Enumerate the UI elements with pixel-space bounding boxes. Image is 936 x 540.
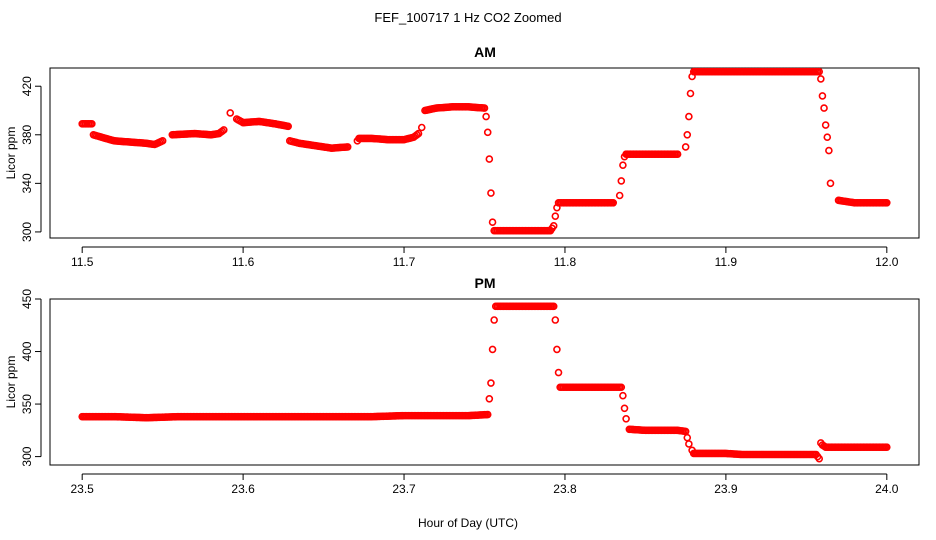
pm-x-tick-label: 23.6 xyxy=(231,482,255,496)
am-data-point xyxy=(826,179,835,188)
pm-data-point xyxy=(483,410,492,419)
am-x-tick-label: 11.5 xyxy=(71,255,94,269)
pm-data-points xyxy=(78,302,891,463)
pm-data-point xyxy=(551,316,560,324)
am-x-tick-label: 12.0 xyxy=(875,255,899,269)
pm-data-point xyxy=(490,316,498,324)
am-data-point xyxy=(821,121,830,129)
pm-x-tick-label: 23.9 xyxy=(714,482,738,496)
pm-axes: 23.5 23.6 23.7 23.8 23.9 24.0 300 350 400 450 xyxy=(20,289,899,496)
am-data-point xyxy=(551,212,560,220)
pm-data-point xyxy=(683,433,692,442)
am-y-tick-label: 340 xyxy=(20,173,34,193)
am-x-tick-label: 11.7 xyxy=(393,255,416,269)
am-data-point xyxy=(226,109,235,117)
am-data-point xyxy=(818,92,827,100)
am-x-tick-label: 11.8 xyxy=(554,255,577,269)
pm-data-point xyxy=(622,414,630,423)
am-data-point xyxy=(480,104,489,112)
figure-x-axis-label: Hour of Day (UTC) xyxy=(418,516,518,530)
pm-y-axis-label: Licor ppm xyxy=(4,356,18,409)
am-x-tick-label: 11.9 xyxy=(715,255,738,269)
am-data-point xyxy=(823,133,832,142)
am-data-point xyxy=(549,222,558,230)
am-data-point xyxy=(820,104,828,112)
am-panel: AM Licor ppm 11.5 11.6 11.7 11.8 11.9 12.0 300… xyxy=(4,44,920,269)
am-data-point xyxy=(609,198,618,207)
am-data-point xyxy=(417,123,426,132)
pm-panel: PM Licor ppm 23.5 23.6 23.7 23.8 23.9 24.0 300… xyxy=(4,275,920,496)
am-y-tick-label: 420 xyxy=(20,76,34,96)
pm-x-tick-label: 23.7 xyxy=(392,482,416,496)
pm-data-point xyxy=(554,368,563,377)
am-data-point xyxy=(158,137,167,145)
am-data-point xyxy=(615,191,624,200)
pm-x-tick-label: 24.0 xyxy=(875,482,899,496)
am-data-point xyxy=(88,120,96,128)
am-data-point xyxy=(414,129,423,138)
am-data-point xyxy=(681,143,690,151)
pm-data-point xyxy=(485,395,494,403)
pm-data-point xyxy=(619,391,627,400)
am-data-point xyxy=(482,112,490,121)
pm-x-tick-label: 23.5 xyxy=(71,482,95,496)
am-x-tick-label: 11.6 xyxy=(232,255,255,269)
am-data-point xyxy=(683,130,692,139)
pm-data-point xyxy=(549,302,558,311)
pm-y-tick-label: 300 xyxy=(20,446,34,466)
am-data-point xyxy=(619,161,627,169)
pm-data-point xyxy=(617,383,626,392)
am-data-point xyxy=(685,112,693,121)
am-data-point xyxy=(487,189,495,197)
am-data-point xyxy=(220,126,228,134)
am-y-tick-label: 300 xyxy=(20,222,34,242)
pm-data-point xyxy=(488,345,497,354)
am-data-point xyxy=(815,67,824,76)
pm-data-point xyxy=(487,379,495,387)
am-data-point xyxy=(284,122,292,131)
am-data-point xyxy=(488,218,497,227)
am-axes: 11.5 11.6 11.7 11.8 11.9 12.0 300 340 380 420 xyxy=(20,76,899,269)
pm-data-point xyxy=(883,443,891,451)
am-data-point xyxy=(817,75,825,83)
pm-data-point xyxy=(815,454,824,463)
pm-y-tick-label: 400 xyxy=(20,341,34,361)
pm-data-point xyxy=(685,440,693,448)
am-data-point xyxy=(883,198,891,207)
figure-suptitle: FEF_100717 1 Hz CO2 Zoomed xyxy=(374,10,561,25)
am-data-points xyxy=(78,67,891,235)
pm-plot-frame xyxy=(49,298,920,466)
pm-x-tick-label: 23.8 xyxy=(553,482,577,496)
am-data-point xyxy=(617,177,626,185)
am-y-axis-label: Licor ppm xyxy=(4,127,18,180)
pm-y-tick-label: 450 xyxy=(20,289,34,309)
am-y-tick-label: 380 xyxy=(20,124,34,144)
pm-data-point xyxy=(553,345,561,354)
am-data-point xyxy=(485,155,494,163)
pm-data-point xyxy=(620,404,629,413)
am-panel-title: AM xyxy=(474,44,496,60)
am-data-point xyxy=(343,143,352,151)
am-data-point xyxy=(483,128,492,137)
am-data-point xyxy=(686,89,695,98)
pm-y-tick-label: 350 xyxy=(20,394,34,414)
am-plot-frame xyxy=(49,67,920,239)
am-data-point xyxy=(673,150,682,159)
am-data-point xyxy=(825,146,833,155)
pm-panel-title: PM xyxy=(475,275,496,291)
